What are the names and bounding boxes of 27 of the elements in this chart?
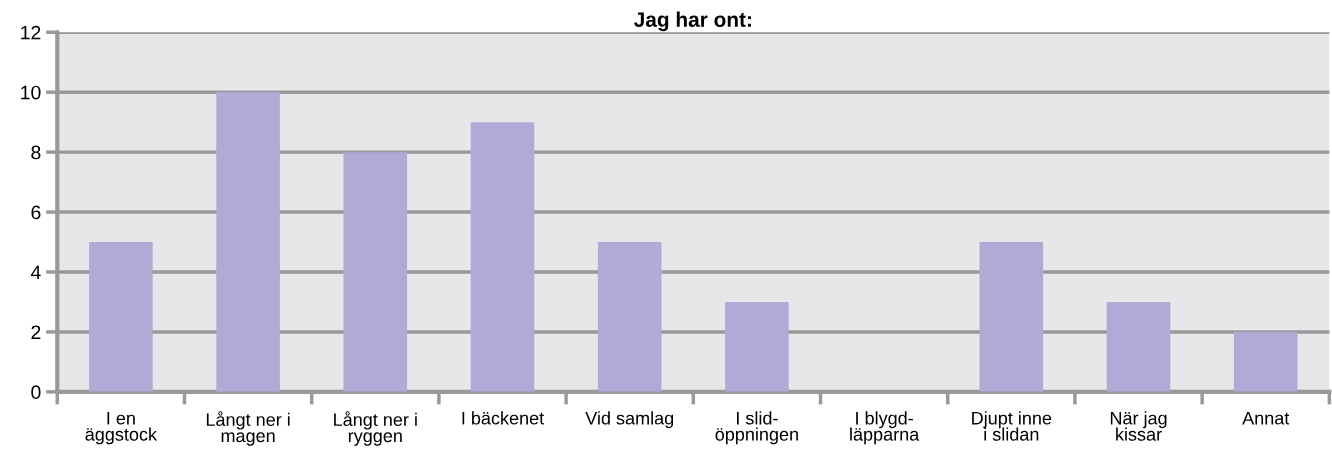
x-tick-label: I blygd- läpparna: [850, 411, 920, 445]
y-tick-label: 12: [21, 25, 41, 40]
y-tick-label: 10: [21, 85, 41, 100]
x-tick-label: Vid samlag: [585, 411, 674, 429]
x-tick-label: I en äggstock: [85, 411, 158, 445]
x-tick-label: I bäckenet: [462, 411, 545, 425]
y-tick-label: 0: [31, 385, 41, 400]
chart-title: Jag har ont:: [634, 11, 751, 32]
y-tick-label: 8: [31, 145, 41, 160]
y-tick-label: 2: [31, 325, 41, 339]
bar: [216, 92, 280, 392]
x-tick-label: I slid- öppningen: [715, 411, 798, 445]
bar: [470, 122, 535, 392]
y-tick-label: 4: [30, 265, 41, 280]
x-tick-label: Långt ner i ryggen: [334, 411, 417, 446]
x-tick-label: När jag kissar: [1110, 411, 1167, 441]
bar: [979, 242, 1044, 392]
bar: [725, 301, 789, 392]
bar: [89, 242, 153, 392]
bar: [1233, 331, 1298, 392]
x-tick-label: Långt ner i magen: [206, 411, 290, 446]
x-tick-label: Annat: [1242, 411, 1290, 425]
y-tick-label: 6: [31, 205, 41, 220]
bar: [1106, 301, 1171, 392]
x-tick-label: Djupt inne i slidan: [972, 411, 1052, 441]
bar: [343, 152, 408, 392]
bar: [597, 242, 662, 392]
